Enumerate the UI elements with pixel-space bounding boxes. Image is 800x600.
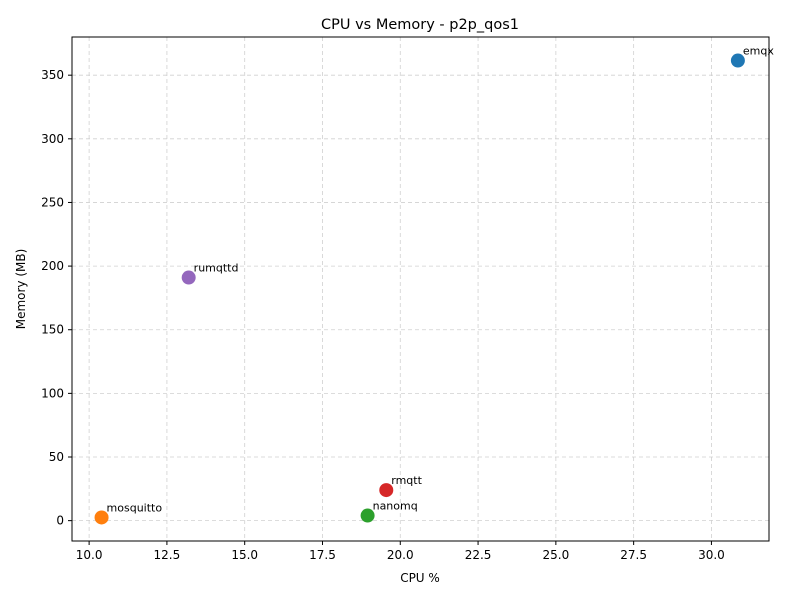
x-tick-label: 30.0 xyxy=(698,548,725,562)
y-tick-label: 200 xyxy=(41,259,64,273)
y-tick-label: 100 xyxy=(41,386,64,400)
data-label-rumqttd: rumqttd xyxy=(194,262,239,275)
plot-frame xyxy=(71,36,770,542)
y-axis-label: Memory (MB) xyxy=(14,249,28,330)
data-points: emqx mosquitto nanomq rmqtt rumqttd xyxy=(94,45,774,525)
x-axis-label: CPU % xyxy=(400,571,440,585)
x-tick-label: 12.5 xyxy=(154,548,181,562)
x-tick-label: 27.5 xyxy=(620,548,647,562)
y-tick-label: 0 xyxy=(56,514,64,528)
data-point-emqx xyxy=(730,53,745,68)
grid xyxy=(72,37,769,541)
x-tick-label: 17.5 xyxy=(309,548,336,562)
data-label-emqx: emqx xyxy=(743,45,774,58)
data-label-mosquitto: mosquitto xyxy=(107,501,163,514)
y-axis-ticks: 0 50 100 150 200 250 300 350 xyxy=(41,68,72,528)
x-tick-label: 10.0 xyxy=(76,548,103,562)
data-point-rumqttd xyxy=(181,270,196,285)
data-point-rmqtt xyxy=(379,483,394,498)
data-point-mosquitto xyxy=(94,510,109,525)
y-tick-label: 50 xyxy=(49,450,64,464)
x-tick-label: 25.0 xyxy=(542,548,569,562)
y-tick-label: 350 xyxy=(41,68,64,82)
y-tick-label: 300 xyxy=(41,132,64,146)
x-tick-label: 15.0 xyxy=(231,548,258,562)
y-tick-label: 150 xyxy=(41,323,64,337)
x-tick-label: 20.0 xyxy=(387,548,414,562)
chart-title: CPU vs Memory - p2p_qos1 xyxy=(321,17,519,33)
x-axis-ticks: 10.0 12.5 15.0 17.5 20.0 22.5 25.0 27.5 30.0 xyxy=(76,541,725,562)
x-tick-label: 22.5 xyxy=(465,548,492,562)
data-label-nanomq: nanomq xyxy=(373,500,418,513)
y-tick-label: 250 xyxy=(41,195,64,209)
data-label-rmqtt: rmqtt xyxy=(391,474,422,487)
data-point-nanomq xyxy=(360,508,375,523)
